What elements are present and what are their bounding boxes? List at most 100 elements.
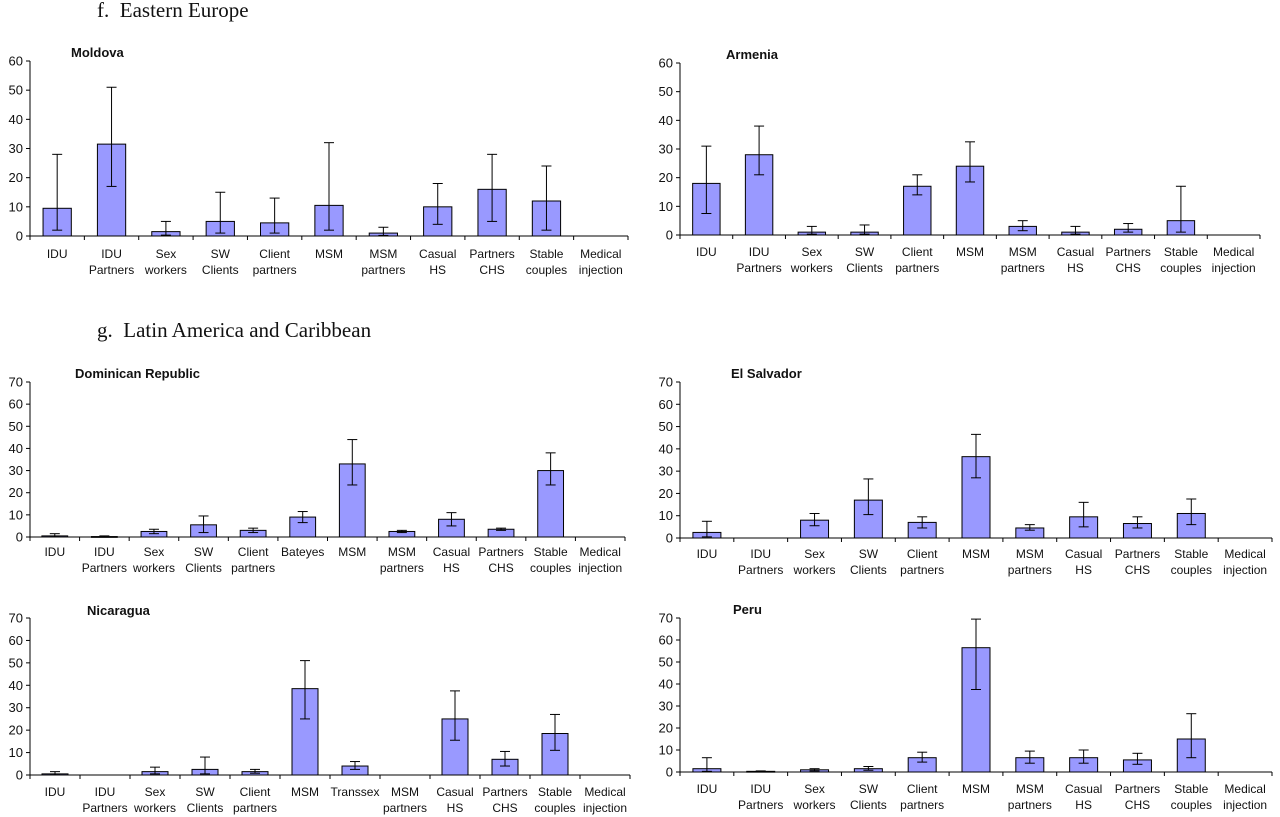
chart-el-salvador: El Salvador 0 10 20 30 40 50 60 70 IDU IDU Partners… — [659, 366, 1273, 577]
category-label-partners-chs: Partners CHS — [478, 545, 523, 575]
category-label-line: partners — [1008, 798, 1052, 812]
error-bar-sex-workers — [148, 528, 159, 535]
y-tick-label: 30 — [659, 464, 673, 479]
y-tick-label: 60 — [659, 56, 673, 71]
category-label-line: MSM — [1016, 547, 1044, 561]
error-bar-sw-clients — [200, 756, 210, 775]
category-label-line: partners — [253, 263, 297, 277]
error-bar-client-partners — [248, 527, 259, 534]
chart-nicaragua: Nicaragua 0 10 20 30 40 50 60 70 IDU IDU Partners Se… — [9, 603, 631, 815]
category-label-line: IDU — [750, 547, 771, 561]
error-bar-casual-hs — [450, 690, 460, 741]
category-label-sw-clients: SW Clients — [187, 785, 224, 815]
category-label-idu-partners: IDU Partners — [738, 547, 783, 577]
category-label-casual-hs: Casual HS — [1057, 245, 1094, 275]
category-label-line: IDU — [47, 247, 68, 261]
category-label-msm: MSM — [291, 785, 319, 799]
category-label-line: MSM — [388, 545, 416, 559]
y-tick-label: 50 — [9, 419, 23, 434]
category-label-line: workers — [793, 563, 836, 577]
category-label-line: MSM — [391, 785, 419, 799]
chart-dominican-republic: Dominican Republic 0 10 20 30 40 50 60 70 IDU IDU P… — [9, 366, 626, 575]
category-label-line: MSM — [338, 545, 366, 559]
category-label-line: Medical — [1224, 782, 1265, 796]
category-label-medical-injection: Medical injection — [1223, 547, 1267, 577]
category-label-line: Clients — [202, 263, 239, 277]
category-label-msm-partners: MSM partners — [1008, 547, 1052, 577]
error-bar-stable-couples — [545, 452, 556, 486]
error-bar-partners-chs — [487, 153, 498, 222]
category-label-stable-couples: Stable couples — [1171, 782, 1212, 812]
chart-peru: Peru 0 10 20 30 40 50 60 70 IDU IDU Partners Sex work… — [659, 602, 1273, 812]
error-bar-msm-partners — [396, 529, 407, 534]
category-label-line: MSM — [956, 245, 984, 259]
chart-title: Armenia — [726, 47, 779, 62]
category-label-idu-partners: IDU Partners — [738, 782, 783, 812]
error-bar-client-partners — [917, 516, 928, 529]
category-label-line: Casual — [419, 247, 456, 261]
section-heading-eastern-europe: f. Eastern Europe — [97, 0, 249, 23]
y-tick-label: 60 — [9, 397, 23, 412]
category-label-msm: MSM — [315, 247, 343, 261]
y-tick-label: 50 — [9, 83, 23, 98]
y-tick-label: 10 — [659, 743, 673, 758]
category-label-line: Casual — [1065, 547, 1102, 561]
category-label-sw-clients: SW Clients — [850, 782, 887, 812]
category-label-line: HS — [447, 801, 464, 815]
category-label-msm: MSM — [956, 245, 984, 259]
category-label-idu: IDU — [697, 547, 718, 561]
category-label-line: Casual — [1065, 782, 1102, 796]
category-label-line: workers — [133, 801, 176, 815]
y-tick-label: 10 — [9, 745, 23, 760]
error-bar-stable-couples — [1175, 185, 1186, 233]
category-label-line: SW — [855, 245, 875, 259]
category-label-line: Client — [240, 785, 271, 799]
error-bar-stable-couples — [550, 713, 560, 751]
y-tick-label: 20 — [9, 170, 23, 185]
category-label-line: injection — [578, 561, 622, 575]
category-label-line: couples — [1160, 261, 1201, 275]
category-label-line: MSM — [962, 547, 990, 561]
error-bar-idu — [50, 771, 60, 776]
category-label-line: HS — [1067, 261, 1084, 275]
error-bar-msm — [965, 141, 975, 183]
category-label-line: Partners — [1106, 245, 1151, 259]
error-bar-idu-partners — [106, 86, 117, 187]
category-label-line: IDU — [95, 785, 116, 799]
category-label-client-partners: Client partners — [231, 545, 275, 575]
error-bar-client-partners — [912, 174, 923, 196]
y-tick-label: 40 — [659, 113, 673, 128]
category-label-line: MSM — [1009, 245, 1037, 259]
category-label-line: Medical — [580, 545, 621, 559]
category-label-idu-partners: IDU Partners — [736, 245, 781, 275]
error-bar-sex-workers — [160, 220, 171, 236]
category-label-line: Partners — [89, 263, 134, 277]
category-label-line: partners — [231, 561, 275, 575]
category-label-client-partners: Client partners — [253, 247, 297, 277]
category-label-stable-couples: Stable couples — [1160, 245, 1201, 275]
category-label-line: Stable — [1164, 245, 1198, 259]
category-label-idu-partners: IDU Partners — [82, 785, 127, 815]
category-label-msm-partners: MSM partners — [380, 545, 424, 575]
section-label: f. — [97, 0, 110, 22]
category-label-line: HS — [429, 263, 446, 277]
category-label-client-partners: Client partners — [233, 785, 277, 815]
category-label-line: CHS — [1125, 798, 1150, 812]
category-label-line: Sex — [801, 245, 822, 259]
category-label-line: IDU — [696, 245, 717, 259]
error-bar-client-partners — [250, 768, 260, 774]
category-label-msm-partners: MSM partners — [1008, 782, 1052, 812]
category-label-line: workers — [793, 798, 836, 812]
y-tick-label: 30 — [659, 699, 673, 714]
category-label-sw-clients: SW Clients — [202, 247, 239, 277]
category-label-line: Partners — [82, 801, 127, 815]
category-label-line: IDU — [101, 247, 122, 261]
category-label-transsex: Transsex — [331, 785, 380, 799]
category-label-line: Sex — [804, 547, 825, 561]
category-label-line: workers — [144, 263, 187, 277]
category-label-line: partners — [900, 798, 944, 812]
category-label-line: Partners — [469, 247, 514, 261]
error-bar-stable-couples — [541, 165, 552, 231]
category-label-line: IDU — [697, 547, 718, 561]
category-label-stable-couples: Stable couples — [526, 247, 567, 277]
